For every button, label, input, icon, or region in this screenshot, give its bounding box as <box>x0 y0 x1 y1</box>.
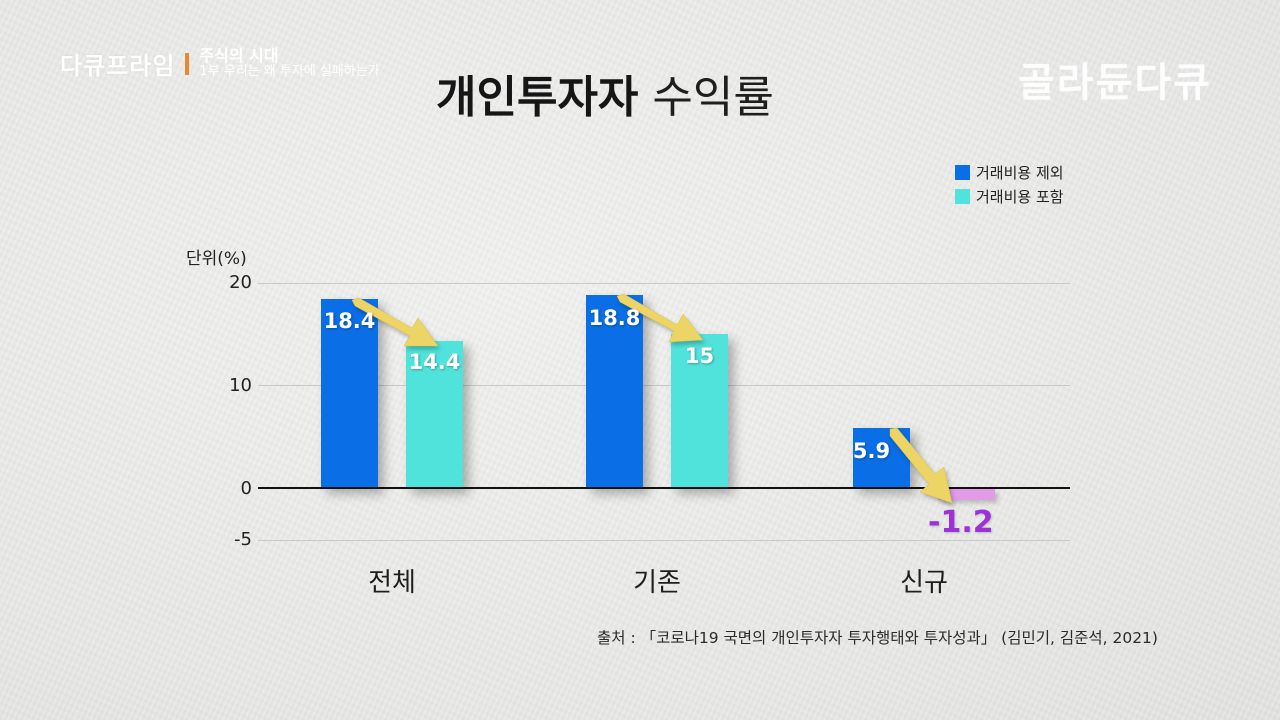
program-branding: 다큐프라임 주식의 시대 1부 우리는 왜 투자에 실패하는가 <box>60 46 380 81</box>
value-label-new-incl: -1.2 <box>928 505 994 540</box>
category-label-existing: 기존 <box>633 568 681 598</box>
value-label-existing-excl: 18.8 <box>588 306 641 330</box>
chart-legend: 거래비용 제외 거래비용 포함 <box>955 160 1064 208</box>
channel-watermark: 골라듄다큐 <box>1018 60 1212 106</box>
chart-title-bold: 개인투자자 <box>436 72 639 123</box>
episode-title: 1부 우리는 왜 투자에 실패하는가 <box>199 64 380 80</box>
series-title: 주식의 시대 <box>199 46 279 66</box>
value-label-existing-incl: 15 <box>684 344 715 368</box>
legend-label-incl: 거래비용 포함 <box>976 187 1064 206</box>
legend-item-excl: 거래비용 제외 <box>955 160 1064 184</box>
y-tick-0: 0 <box>240 478 252 499</box>
value-label-new-excl: 5.9 <box>852 439 891 463</box>
legend-swatch-excl <box>955 164 970 180</box>
gridline-10 <box>258 385 1070 386</box>
y-tick-neg5: -5 <box>234 529 252 550</box>
category-label-new: 신규 <box>900 568 948 598</box>
category-label-total: 전체 <box>368 568 416 598</box>
value-label-total-excl: 18.4 <box>323 309 376 333</box>
chart-title-light: 수익률 <box>652 72 774 123</box>
brand-separator <box>185 52 190 75</box>
legend-item-incl: 거래비용 포함 <box>955 184 1064 208</box>
bar-new-incl-negative <box>938 489 995 500</box>
gridline-neg5 <box>258 540 1070 541</box>
y-axis-unit-label: 단위(%) <box>186 249 247 269</box>
legend-label-excl: 거래비용 제외 <box>976 163 1064 182</box>
chart-title: 개인투자자 수익률 <box>436 70 774 126</box>
value-label-total-incl: 14.4 <box>408 350 461 374</box>
brand-text: 주식의 시대 1부 우리는 왜 투자에 실패하는가 <box>199 46 380 80</box>
source-citation: 출처 : 「코로나19 국면의 개인투자자 투자행태와 투자성과」 (김민기, … <box>597 629 1158 647</box>
zero-axis-line <box>258 487 1070 489</box>
bar-existing-incl <box>671 334 728 488</box>
gridline-20 <box>258 283 1070 284</box>
bar-total-incl <box>406 341 463 488</box>
legend-swatch-incl <box>955 188 970 204</box>
brand-logo: 다큐프라임 <box>60 52 176 80</box>
y-tick-20: 20 <box>229 272 252 293</box>
y-tick-10: 10 <box>229 375 252 396</box>
